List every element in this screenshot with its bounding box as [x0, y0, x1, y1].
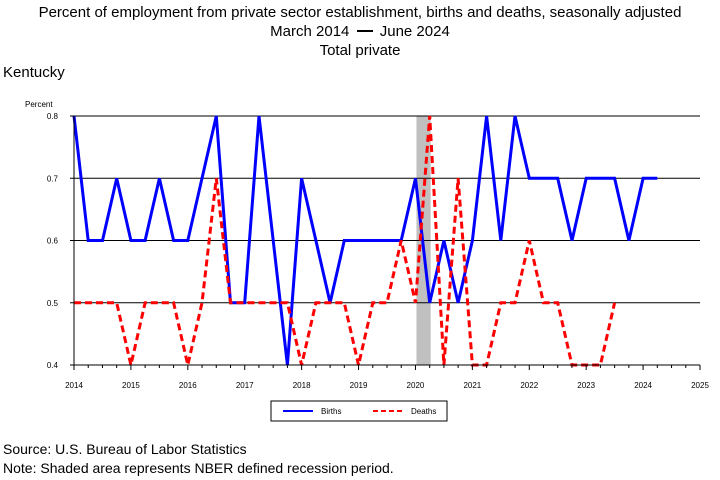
chart-period: March 2014 June 2024 — [0, 22, 720, 41]
x-tick-label: 2017 — [236, 381, 254, 390]
state-label: Kentucky — [3, 64, 65, 81]
y-tick-label: 0.8 — [47, 112, 59, 121]
x-tick-label: 2018 — [293, 381, 311, 390]
y-tick-label: 0.6 — [47, 237, 59, 246]
y-tick-label: 0.4 — [47, 361, 59, 370]
period-start: March 2014 — [270, 23, 350, 40]
y-tick-label: 0.5 — [47, 299, 59, 308]
x-tick-label: 2025 — [691, 381, 709, 390]
axis-layer: 0.4 0.5 0.6 0.7 0.8 2014 2015 2016 2017 2018 2019 2… — [47, 112, 710, 390]
legend: Births Deaths — [270, 400, 448, 422]
legend-box — [270, 400, 448, 422]
x-tick-label: 2019 — [350, 381, 368, 390]
x-tick-label: 2023 — [577, 381, 595, 390]
legend-label-deaths: Deaths — [411, 407, 436, 416]
chart-subtitle: Total private — [319, 42, 401, 59]
y-axis-label: Percent — [25, 100, 53, 109]
series-deaths-line — [74, 115, 617, 367]
y-tick-label: 0.7 — [47, 174, 59, 183]
x-tick-label: 2020 — [407, 381, 425, 390]
x-tick-label: 2021 — [463, 381, 481, 390]
period-end: June 2024 — [379, 23, 450, 40]
period-dash-icon — [356, 29, 373, 32]
chart-title: Percent of employment from private secto… — [38, 4, 682, 21]
x-tick-label: 2015 — [122, 381, 140, 390]
source-note: Source: U.S. Bureau of Labor Statistics — [3, 441, 247, 457]
x-tick-label: 2016 — [179, 381, 197, 390]
x-tick-label: 2022 — [520, 381, 538, 390]
x-tick-label: 2024 — [634, 381, 652, 390]
legend-label-births: Births — [321, 407, 341, 416]
series-layer — [72, 115, 658, 367]
x-tick-label: 2014 — [65, 381, 83, 390]
chart-titles: Percent of employment from private secto… — [0, 3, 720, 60]
series-births-line — [72, 115, 658, 366]
recession-note: Note: Shaded area represents NBER define… — [3, 460, 394, 476]
